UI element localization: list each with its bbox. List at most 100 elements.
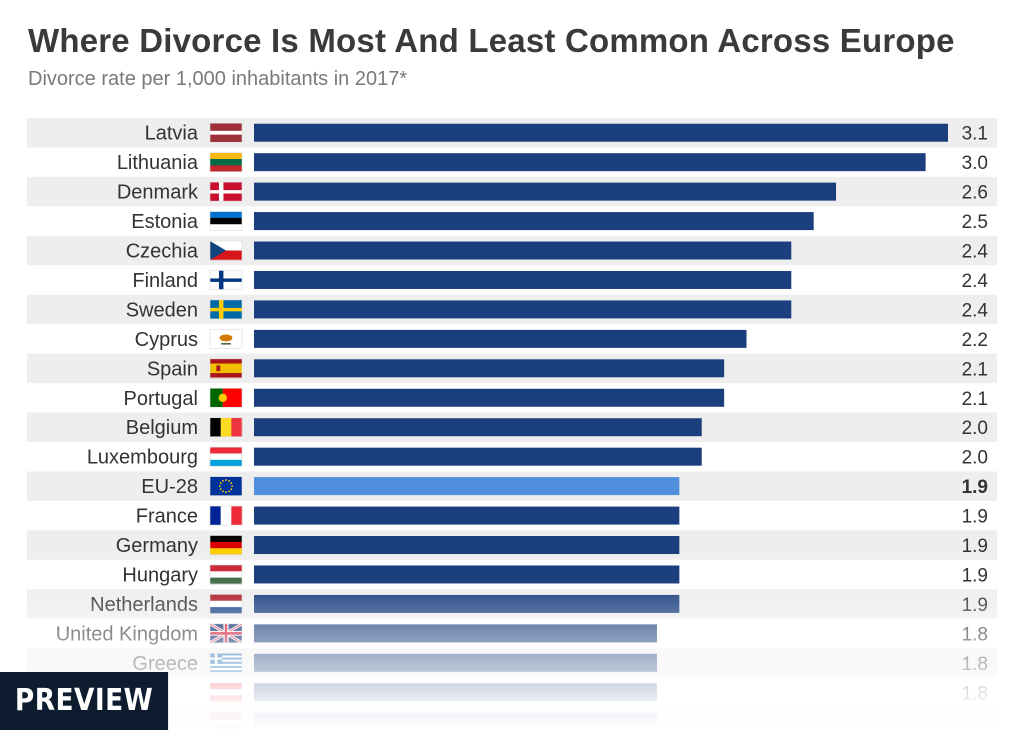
category-label: Germany (116, 535, 198, 557)
bar-row: EU-28 1.9 (27, 471, 997, 501)
bar (254, 594, 680, 613)
value-label: 2.6 (962, 183, 988, 204)
bar (254, 536, 680, 555)
category-label: Portugal (124, 388, 199, 410)
bar-rows: Latvia 3.1 Lithuania 3.0 Denmark 2.6 Estonia 2.… (27, 118, 997, 730)
bar-row: Lithuania 3.0 (117, 152, 988, 174)
bar-row: Greece 1.8 (27, 648, 997, 678)
bar (254, 683, 657, 702)
category-label: Sweden (126, 299, 198, 321)
bar-row: Luxembourg 2.0 (87, 447, 988, 469)
category-label: Belgium (126, 417, 198, 439)
value-label: 1.9 (962, 536, 988, 557)
bar (254, 270, 792, 289)
bar-row: Estonia 2.5 (131, 211, 988, 233)
chart-subtitle: Divorce rate per 1,000 inhabitants in 20… (28, 68, 408, 90)
bar (254, 300, 792, 319)
bar-row: Czechia 2.4 (27, 235, 997, 266)
category-label: Czechia (126, 241, 199, 263)
value-label: 2.4 (962, 271, 989, 292)
latvia-flag-icon (209, 711, 243, 730)
bar-row: Finland 2.4 (132, 270, 988, 292)
denmark-flag-icon (209, 181, 243, 202)
bar (254, 477, 680, 496)
category-label: United Kingdom (56, 623, 198, 645)
bar (254, 506, 680, 525)
bar (254, 153, 926, 172)
value-label: 2.0 (962, 448, 988, 469)
bar (254, 329, 747, 348)
value-label: 1.9 (962, 565, 988, 586)
chart-title: Where Divorce Is Most And Least Common A… (28, 22, 955, 59)
bar (254, 712, 657, 730)
sweden-flag-icon (209, 299, 243, 320)
netherlands-flag-icon (209, 594, 243, 614)
bar-row: 1.8 (209, 682, 988, 704)
spain-flag-icon (209, 358, 243, 379)
bar-row: United Kingdom 1.8 (56, 622, 988, 645)
bar-row: Portugal 2.1 (124, 388, 989, 410)
value-label: 2.5 (962, 212, 988, 233)
category-label: Latvia (145, 123, 199, 145)
category-label: Lithuania (117, 152, 199, 174)
bar (254, 123, 948, 142)
bar (254, 359, 725, 378)
bar (254, 212, 814, 231)
belgium-flag-icon (209, 417, 243, 438)
category-label: Netherlands (90, 594, 198, 616)
value-label: 2.2 (962, 330, 988, 351)
value-label: 3.0 (962, 153, 988, 174)
value-label: 2.4 (962, 242, 989, 263)
eu-flag-icon (209, 476, 243, 496)
category-label: EU-28 (141, 476, 198, 498)
category-label: Denmark (117, 182, 199, 204)
portugal-flag-icon (209, 387, 243, 408)
bar-row: Hungary 1.9 (122, 564, 988, 586)
greece-flag-icon (209, 653, 243, 673)
category-label: Estonia (131, 211, 199, 233)
hungary-flag-icon (209, 564, 243, 585)
bar-row: Latvia 3.1 (27, 118, 997, 148)
estonia-flag-icon (209, 211, 243, 231)
bar-row: Belgium 2.0 (27, 412, 997, 442)
value-label: 1.9 (962, 595, 988, 616)
cyprus-flag-icon (209, 329, 243, 349)
bar (254, 653, 657, 672)
france-flag-icon (209, 505, 243, 526)
category-label: Cyprus (135, 329, 198, 351)
bar (254, 447, 702, 466)
value-label: 2.0 (962, 418, 988, 439)
bar-row: Netherlands 1.9 (27, 589, 997, 619)
latvia-flag-icon (209, 122, 243, 143)
category-label: Finland (132, 270, 198, 292)
bar (254, 624, 657, 643)
luxembourg-flag-icon (209, 446, 243, 467)
category-label: Spain (147, 358, 198, 380)
value-label: 1.8 (962, 624, 988, 645)
finland-flag-icon (209, 270, 243, 290)
value-label: 1.8 (962, 683, 988, 704)
lithuania-flag-icon (209, 152, 243, 172)
value-label: 2.1 (962, 389, 988, 410)
bar (254, 565, 680, 584)
bar-row: Denmark 2.6 (27, 176, 997, 207)
czechia-flag-icon (209, 240, 243, 261)
bar (254, 418, 702, 437)
bar-row (27, 707, 997, 730)
category-label: Hungary (122, 564, 198, 586)
bar-row: Cyprus 2.2 (135, 329, 988, 351)
category-label: France (136, 506, 198, 528)
bar (254, 182, 837, 201)
austria-flag-icon (209, 682, 243, 703)
value-label: 1.8 (962, 654, 988, 675)
value-label: 2.1 (962, 359, 988, 380)
value-label: 1.9 (962, 507, 988, 528)
bar (254, 388, 725, 407)
bar-row: France 1.9 (136, 506, 988, 528)
uk-flag-icon (209, 622, 243, 645)
bar-row: Germany 1.9 (27, 530, 997, 560)
bar-row: Sweden 2.4 (27, 294, 997, 325)
value-label: 3.1 (962, 124, 988, 145)
value-label: 1.9 (962, 477, 988, 498)
